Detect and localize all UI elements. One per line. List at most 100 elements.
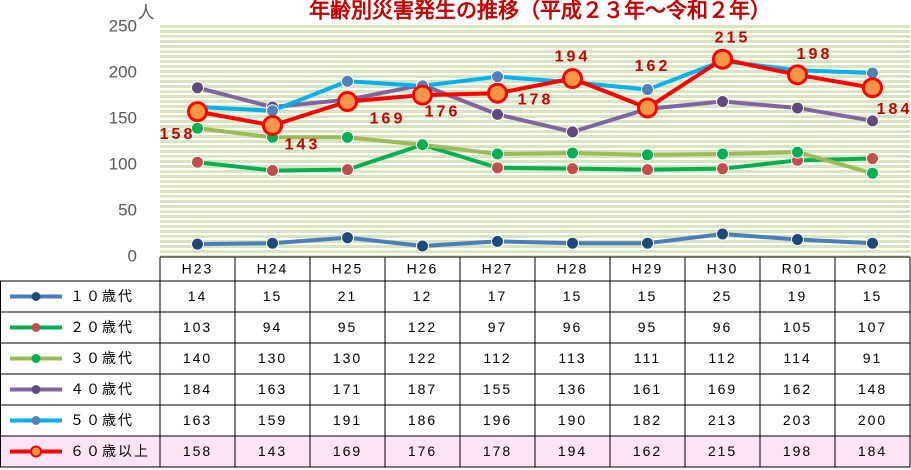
marker (487, 82, 508, 104)
table-value: 203 (783, 412, 812, 428)
table-value: 130 (258, 350, 287, 366)
marker (866, 166, 879, 180)
table-value: 95 (638, 319, 658, 335)
marker (641, 236, 654, 250)
marker (566, 162, 579, 176)
x-tick-label: H25 (332, 261, 364, 277)
marker (641, 83, 654, 97)
table-value: 186 (408, 412, 437, 428)
marker (266, 104, 279, 118)
legend-label: ６０歳以上 (70, 443, 150, 459)
data-label: 178 (518, 91, 554, 108)
table-value: 111 (634, 350, 661, 366)
table-value: 15 (563, 288, 583, 304)
table-value: 171 (333, 381, 362, 397)
y-tick-label: 250 (109, 16, 137, 35)
table-value: 155 (483, 381, 512, 397)
marker (341, 130, 354, 144)
data-label: 198 (797, 46, 833, 63)
table-value: 176 (408, 443, 437, 459)
plot-area (160, 24, 910, 257)
data-label: 143 (285, 137, 321, 154)
table-value: 162 (783, 381, 812, 397)
marker (341, 74, 354, 88)
table-value: 21 (338, 288, 358, 304)
table-value: 97 (488, 319, 508, 335)
y-tick-label: 0 (128, 246, 137, 265)
marker (716, 227, 729, 241)
series-line (197, 82, 873, 134)
marker (187, 101, 208, 123)
table-value: 112 (708, 350, 736, 366)
marker (566, 146, 579, 160)
table-value: 103 (183, 319, 212, 335)
table-value: 215 (708, 443, 737, 459)
table-value: 17 (488, 288, 508, 304)
data-label: 194 (555, 49, 591, 66)
table-value: 163 (258, 381, 287, 397)
table-value: 12 (413, 288, 433, 304)
x-tick-label: H29 (632, 261, 664, 277)
table-value: 178 (483, 443, 512, 459)
table-value: 19 (788, 288, 808, 304)
marker (866, 66, 879, 80)
marker (866, 152, 879, 166)
data-label: 184 (877, 101, 911, 118)
legend-label: ５０歳代 (70, 412, 134, 428)
table-value: 96 (563, 319, 583, 335)
table-value: 194 (558, 443, 587, 459)
legend-marker (31, 354, 41, 363)
series-line (197, 142, 873, 173)
marker (787, 64, 808, 86)
legend-label: １０歳代 (70, 288, 134, 304)
marker (341, 231, 354, 245)
table-value: 113 (558, 350, 586, 366)
marker (791, 233, 804, 247)
chart-title: 年齢別災害発生の推移（平成２３年～令和２年） (309, 0, 771, 23)
y-axis-label: 人 (138, 3, 155, 22)
legend-marker (30, 445, 42, 458)
marker (416, 239, 429, 253)
marker (716, 162, 729, 176)
marker (562, 68, 583, 90)
table-value: 107 (858, 319, 887, 335)
table-value: 15 (863, 288, 883, 304)
table-value: 187 (408, 381, 437, 397)
x-tick-label: R01 (782, 261, 814, 277)
table-value: 191 (333, 412, 362, 428)
y-tick-label: 100 (109, 154, 137, 173)
marker (566, 125, 579, 139)
legend-label: ２０歳代 (70, 319, 134, 335)
table-value: 122 (408, 319, 437, 335)
data-table: H23 H24 H25 H26 H27 H28 H29 H30 R01 R02 １０歳代 14 15 21… (0, 256, 911, 468)
legend-marker (31, 323, 41, 332)
x-tick-label: H24 (257, 261, 289, 277)
marker (491, 147, 504, 161)
legend-marker (31, 385, 41, 394)
table-value: 162 (633, 443, 662, 459)
series-line (197, 126, 874, 176)
table-value: 130 (333, 350, 362, 366)
y-tick-label: 50 (118, 200, 137, 219)
marker (491, 234, 504, 248)
marker (416, 138, 429, 152)
marker (641, 163, 654, 177)
table-value: 114 (783, 350, 811, 366)
table-value: 161 (633, 381, 662, 397)
data-label: 162 (635, 58, 671, 75)
table-value: 163 (183, 412, 212, 428)
x-tick-label: H28 (557, 261, 589, 277)
table-value: 25 (713, 288, 733, 304)
marker (491, 161, 504, 175)
marker (791, 145, 804, 159)
table-value: 159 (258, 412, 287, 428)
legend-marker (31, 416, 41, 425)
table-value: 95 (338, 319, 358, 335)
table-value: 169 (333, 443, 362, 459)
x-tick-label: H23 (182, 261, 214, 277)
marker (637, 97, 658, 119)
marker (191, 81, 204, 95)
table-value: 213 (708, 412, 737, 428)
table-value: 200 (858, 412, 887, 428)
